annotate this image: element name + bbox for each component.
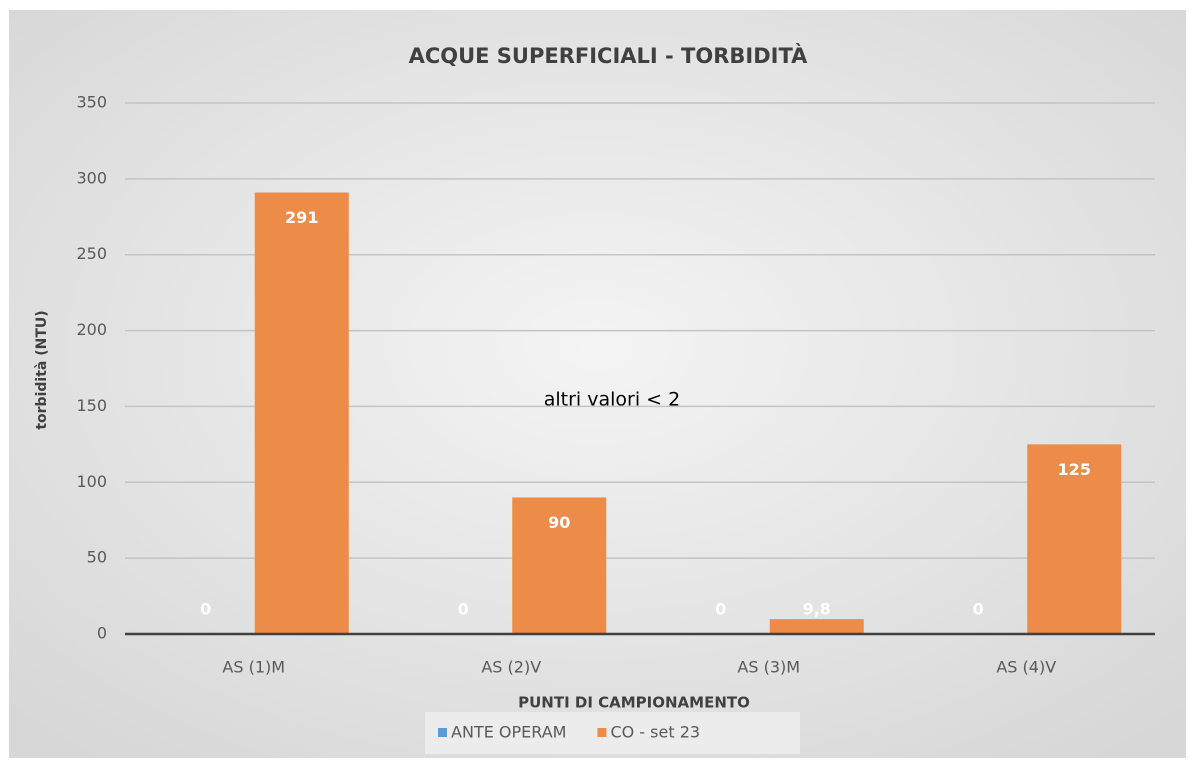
x-tick-label: AS (2)V — [481, 658, 541, 677]
data-label: 291 — [285, 208, 318, 227]
y-tick-label: 50 — [87, 548, 107, 567]
y-tick-label: 0 — [97, 624, 107, 643]
annotation: altri valori < 2 — [544, 389, 680, 411]
y-tick-label: 150 — [76, 396, 107, 415]
data-label: 90 — [548, 513, 570, 532]
y-axis-title: torbidità (NTU) — [34, 310, 50, 429]
y-tick-label: 100 — [76, 472, 107, 491]
legend-swatch — [597, 728, 607, 737]
data-label: 9,8 — [803, 600, 831, 619]
background — [9, 10, 1186, 758]
bar — [512, 497, 607, 634]
bar — [254, 192, 349, 635]
x-tick-label: AS (4)V — [996, 658, 1056, 677]
data-label: 0 — [973, 600, 984, 619]
y-tick-label: 350 — [76, 93, 107, 112]
data-label: 125 — [1058, 460, 1091, 479]
legend-box — [425, 712, 800, 754]
legend-swatch — [438, 728, 447, 737]
data-label: 0 — [458, 600, 469, 619]
y-tick-label: 300 — [76, 168, 107, 187]
data-label: 0 — [715, 600, 726, 619]
legend-label: ANTE OPERAM — [451, 723, 566, 742]
data-label: 0 — [200, 600, 211, 619]
y-tick-label: 250 — [76, 244, 107, 263]
chart-title: ACQUE SUPERFICIALI - TORBIDITÀ — [409, 43, 809, 68]
y-tick-label: 200 — [76, 320, 107, 339]
legend-label: CO - set 23 — [610, 723, 700, 742]
bar — [769, 619, 864, 634]
bar — [1027, 444, 1122, 634]
x-tick-label: AS (1)M — [222, 658, 285, 677]
x-tick-label: AS (3)M — [737, 658, 800, 677]
x-axis-title: PUNTI DI CAMPIONAMENTO — [518, 694, 750, 712]
